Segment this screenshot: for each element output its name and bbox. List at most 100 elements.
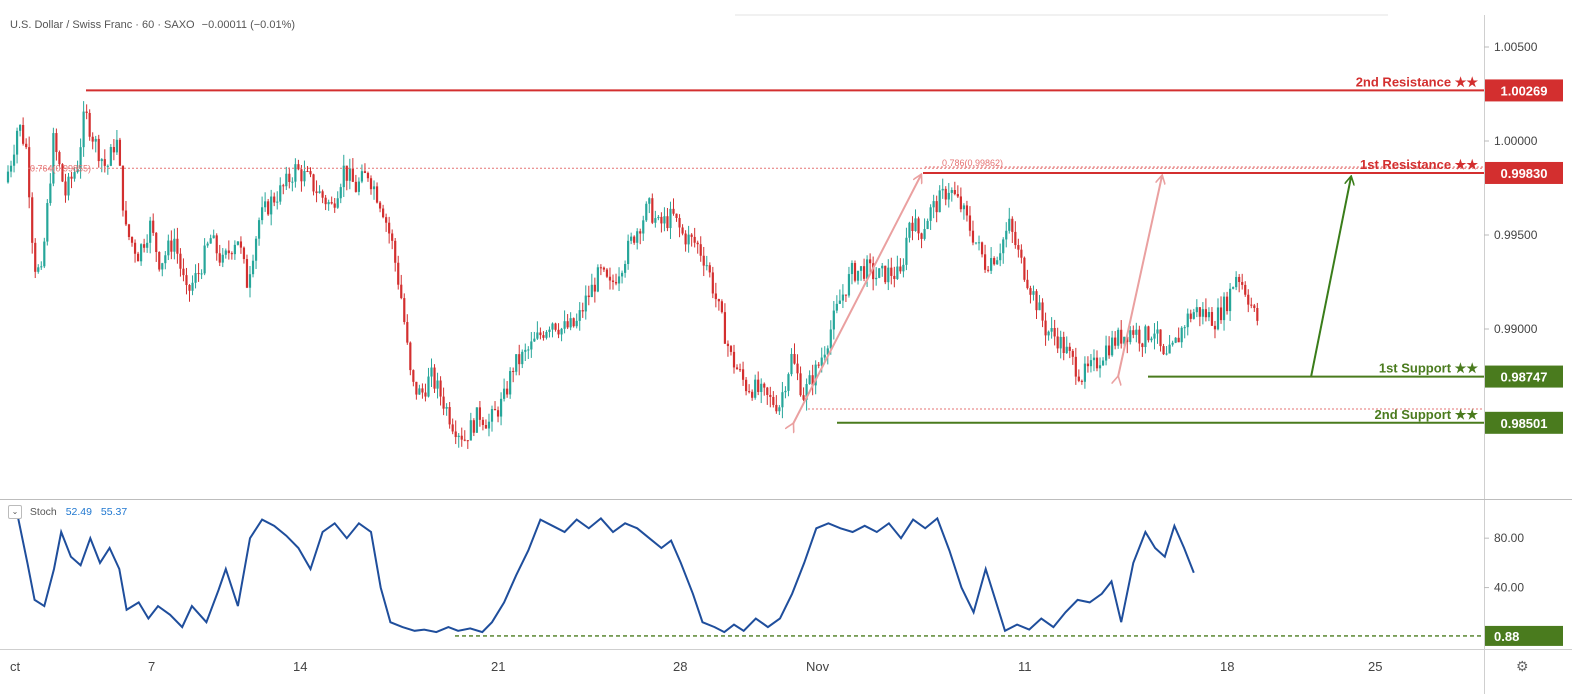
candle-body: [1098, 365, 1102, 369]
candle-body: [212, 235, 215, 239]
candle-body: [146, 242, 149, 248]
candle-body: [926, 220, 929, 230]
fib-label-0786: 0.786(0.99862): [942, 158, 1003, 168]
candle-body: [953, 190, 956, 195]
candle-body: [929, 207, 932, 221]
x-tick-label: 14: [293, 659, 307, 674]
candle-body: [696, 242, 699, 245]
candle-body: [109, 147, 112, 166]
candle-body: [149, 220, 152, 243]
candle-body: [983, 254, 987, 270]
candle-body: [143, 244, 146, 248]
candle-body: [1177, 337, 1180, 343]
candle-body: [645, 203, 648, 221]
candle-body: [469, 420, 472, 441]
candle-body: [191, 282, 194, 291]
candle-body: [1038, 302, 1041, 311]
candle-body: [947, 192, 950, 200]
candle-body: [545, 331, 548, 338]
candle-body: [133, 242, 137, 254]
candle-body: [276, 201, 279, 203]
candle-body: [97, 138, 100, 162]
candle-body: [239, 241, 243, 248]
candle-body: [6, 171, 10, 183]
candle-body: [466, 440, 469, 442]
y-tick-label: 1.00000: [1494, 134, 1538, 148]
candle-body: [748, 391, 751, 393]
candle-body: [291, 181, 294, 183]
candle-body: [790, 353, 793, 375]
candle-body: [1180, 327, 1183, 343]
candle-body: [1150, 338, 1153, 341]
candle-body: [1165, 353, 1168, 355]
candle-body: [306, 171, 309, 173]
stoch-d-value: 55.37: [100, 505, 128, 518]
candle-body: [351, 168, 354, 182]
candle-body: [499, 398, 503, 417]
candle-body: [1147, 326, 1150, 341]
level-value-2: 0.98747: [1501, 370, 1548, 385]
candle-body: [1092, 357, 1096, 361]
y-tick-label: 1.00500: [1494, 40, 1538, 54]
candle-body: [348, 168, 351, 181]
candle-body: [669, 208, 672, 229]
candle-body: [542, 335, 545, 338]
candle-body: [366, 172, 370, 179]
candle-body: [793, 353, 796, 364]
candle-body: [67, 176, 70, 196]
candle-body: [1129, 330, 1132, 343]
y-tick-label: 0.99000: [1494, 322, 1538, 336]
candle-body: [693, 236, 696, 243]
candle-body: [442, 396, 445, 409]
candle-body: [663, 216, 666, 224]
candle-body: [996, 260, 999, 265]
candle-body: [1213, 325, 1217, 330]
candle-body: [94, 138, 97, 142]
candle-body: [1077, 376, 1080, 381]
candle-body: [1120, 329, 1123, 344]
candle-body: [421, 388, 424, 393]
candle-body: [182, 268, 185, 276]
candle-body: [1117, 329, 1120, 346]
fib-label-0764: 0.764(0.99855): [30, 163, 91, 173]
candle-body: [161, 263, 164, 270]
candle-body: [684, 233, 687, 245]
candle-body: [1065, 346, 1068, 354]
candle-body: [1159, 329, 1162, 347]
candle-body: [917, 218, 920, 234]
candle-body: [155, 232, 158, 253]
candle-body: [887, 267, 890, 283]
settings-gear-icon[interactable]: ⚙: [1516, 658, 1529, 674]
candle-body: [636, 231, 639, 243]
candle-body: [524, 349, 527, 352]
candle-body: [569, 318, 572, 328]
candle-body: [902, 264, 905, 272]
candle-body: [781, 392, 784, 408]
candle-body: [315, 191, 318, 194]
candle-body: [254, 238, 258, 261]
level-tag-1: [1485, 161, 1563, 184]
candle-body: [515, 354, 518, 372]
candle-body: [1108, 345, 1111, 356]
stoch-tick-label: 80.00: [1494, 531, 1524, 545]
candle-body: [754, 379, 757, 398]
candle-body: [115, 139, 118, 153]
collapse-toggle-icon[interactable]: ⌄: [8, 505, 22, 519]
candle-body: [732, 351, 736, 368]
candle-body: [751, 391, 754, 398]
candle-body: [581, 310, 584, 312]
candle-body: [648, 198, 651, 204]
arrow-annotations: [793, 175, 1351, 424]
candle-body: [121, 165, 125, 211]
candle-body: [896, 266, 899, 279]
candle-body: [496, 410, 500, 417]
candle-body: [1014, 231, 1017, 246]
candle-body: [52, 133, 55, 184]
candle-body: [956, 194, 959, 197]
arrow-up-second: [1118, 176, 1162, 377]
candle-body: [1256, 307, 1259, 321]
candle-body: [55, 133, 58, 153]
